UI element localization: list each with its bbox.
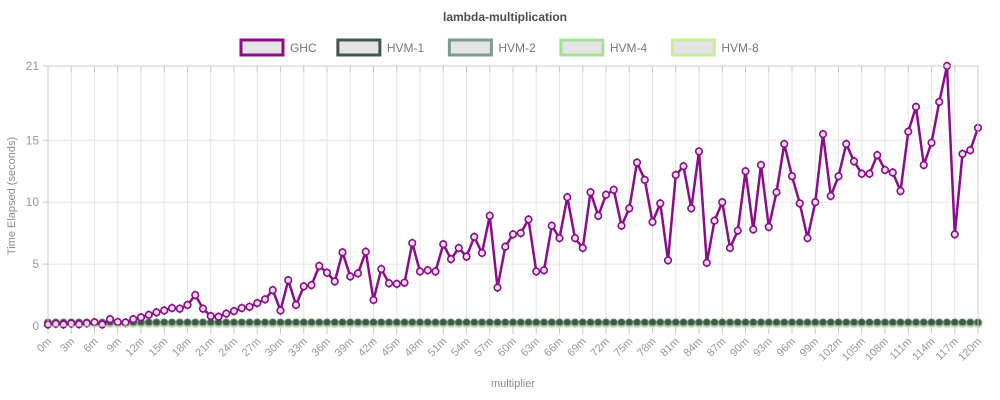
x-tick-label: 108m (863, 336, 891, 364)
x-tick-label: 114m (910, 336, 937, 363)
x-tick-label: 15m (147, 336, 171, 360)
x-tick-label: 66m (542, 336, 566, 360)
legend-label: HVM-8 (721, 41, 759, 55)
legend-swatch-hvm-2 (447, 38, 493, 57)
legend-swatch-hvm-8 (670, 38, 716, 57)
legend-item-hvm-8: HVM-8 (670, 38, 759, 57)
x-tick-label: 117m (934, 336, 961, 363)
ghc-markers (43, 61, 983, 329)
x-tick-label: 6m (81, 336, 100, 355)
y-axis-title: Time Elapsed (seconds) (6, 137, 18, 255)
x-tick-label: 30m (263, 336, 287, 360)
y-tick-label: 5 (32, 257, 39, 271)
x-tick-label: 39m (333, 336, 357, 360)
x-axis-title: multiplier (491, 378, 535, 390)
x-tick-label: 24m (216, 336, 240, 360)
series-dots-hvm-1 (44, 318, 982, 326)
x-tick-label: 69m (565, 336, 589, 360)
x-tick-label: 0m (35, 336, 54, 355)
y-tick-label: 10 (26, 195, 40, 209)
legend-label: GHC (290, 41, 317, 55)
x-tick-label: 21m (193, 336, 217, 360)
legend-label: HVM-4 (610, 41, 648, 55)
x-tick-label: 18m (170, 336, 194, 360)
x-tick-label: 33m (286, 336, 310, 360)
gridlines (43, 65, 979, 334)
y-tick-label: 15 (26, 133, 40, 147)
x-tick-label: 90m (728, 336, 752, 360)
x-tick-label: 78m (635, 336, 659, 360)
x-tick-label: 75m (612, 336, 636, 360)
series-layer (43, 61, 983, 330)
x-tick-label: 9m (105, 336, 124, 355)
tick-labels: 0m 3m 6m 9m 12m 15m 18m 21m 24m 27m 30m 33m 36m 39m 42… (26, 59, 984, 364)
x-tick-label: 60m (495, 336, 519, 360)
legend-item-hvm-1: HVM-1 (336, 38, 425, 57)
legend-label: HVM-1 (387, 41, 425, 55)
x-tick-label: 102m (817, 336, 845, 364)
x-tick-label: 12m (123, 336, 147, 360)
x-tick-label: 111m (888, 336, 915, 363)
x-tick-label: 27m (240, 336, 264, 360)
x-tick-label: 57m (472, 336, 496, 360)
legend-item-hvm-4: HVM-4 (559, 38, 648, 57)
x-tick-label: 36m (309, 336, 333, 360)
legend-label: HVM-2 (498, 41, 536, 55)
x-tick-label: 87m (705, 336, 729, 360)
x-tick-label: 96m (774, 336, 798, 360)
legend-swatch-ghc (239, 38, 285, 57)
x-tick-label: 72m (588, 336, 612, 360)
x-tick-label: 84m (681, 336, 705, 360)
x-tick-label: 81m (658, 336, 682, 360)
x-tick-label: 45m (379, 336, 403, 360)
x-tick-label: 120m (956, 336, 984, 364)
x-tick-label: 105m (840, 336, 868, 364)
x-tick-label: 93m (751, 336, 775, 360)
x-tick-label: 48m (402, 336, 426, 360)
plot-border (47, 65, 979, 327)
legend-swatch-hvm-1 (336, 38, 382, 57)
x-tick-label: 54m (449, 336, 473, 360)
legend-item-hvm-2: HVM-2 (447, 38, 536, 57)
x-tick-label: 3m (58, 336, 77, 355)
y-tick-label: 0 (32, 319, 39, 333)
legend-item-ghc: GHC (239, 38, 317, 57)
legend-swatch-hvm-4 (559, 38, 605, 57)
x-tick-label: 63m (519, 336, 543, 360)
y-tick-label: 21 (26, 59, 40, 73)
x-tick-label: 51m (426, 336, 450, 360)
chart-title: lambda-multiplication (443, 10, 567, 24)
x-tick-label: 42m (356, 336, 380, 360)
legend: GHC HVM-1 HVM-2 HVM-4 HVM-8 (239, 38, 759, 57)
